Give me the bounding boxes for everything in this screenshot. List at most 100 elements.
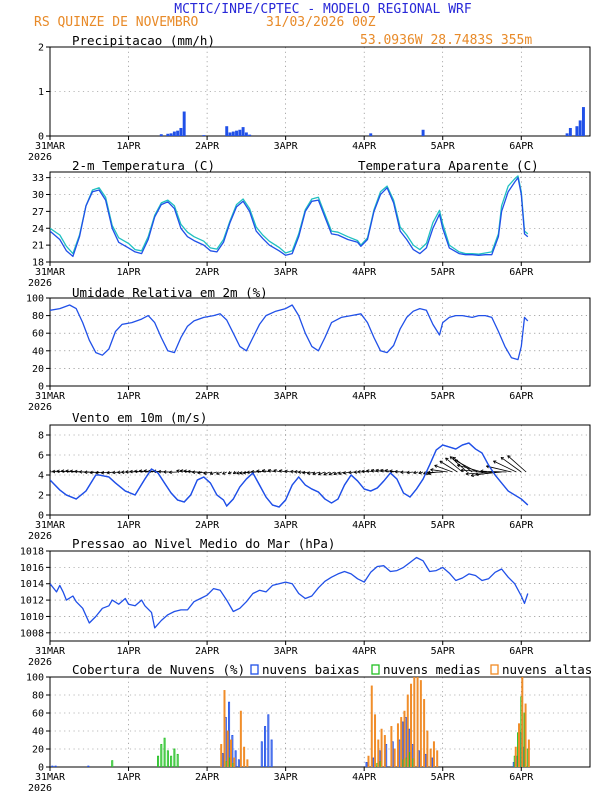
cloud-bar-high xyxy=(432,741,435,767)
wind-vector-head xyxy=(338,471,342,475)
temp-ytick-label: 18 xyxy=(32,258,44,269)
wind-ytick-label: 8 xyxy=(38,431,44,442)
wind-vector-head xyxy=(197,470,201,475)
rh-ytick-label: 0 xyxy=(38,382,44,393)
wind-vector xyxy=(328,471,335,476)
cloud-bar-high xyxy=(246,759,249,767)
cloud-bar-high xyxy=(226,730,229,767)
clouds-year-label: 2026 xyxy=(28,783,52,792)
wind-vector xyxy=(493,460,517,473)
rh-xtick-label: 31MAR xyxy=(35,391,66,402)
temp-panel: 18 21 24 27 30 33 31MAR 1APR 2APR 3APR 4APR 5APR 6AP… xyxy=(28,171,591,289)
wind-vector xyxy=(427,471,443,473)
cloud-bar-high xyxy=(524,703,527,767)
wind-vector-head xyxy=(333,471,337,476)
wind-vector xyxy=(89,471,100,474)
wind-vector xyxy=(318,471,326,475)
wind-vector-head xyxy=(449,456,454,460)
precip-bar xyxy=(169,133,173,136)
mslp-panel: 1008 1010 1012 1014 1016 1018 31MAR 1APR 2APR 3AP… xyxy=(20,547,591,668)
precip-bar xyxy=(581,107,585,136)
wind-vector-head xyxy=(384,469,388,473)
precip-bar xyxy=(578,120,582,136)
wind-ytick-label: 2 xyxy=(38,491,44,502)
wind-vector-head xyxy=(353,470,357,474)
precip-xtick-label: 4APR xyxy=(352,141,377,152)
cloud-bar-high xyxy=(518,723,521,767)
wind-vector-head xyxy=(222,471,226,475)
precip-bar xyxy=(225,126,229,136)
wind-vector-head xyxy=(445,457,449,461)
wind-vector-head xyxy=(297,470,302,474)
clouds-xtick-label: 6APR xyxy=(509,772,534,783)
clouds-panel: 0 20 40 60 80 100 31MAR 1APR 2APR 3APR 4APR 5APR 6AP… xyxy=(26,673,591,792)
wind-vector xyxy=(445,457,463,473)
cloud-bar-high xyxy=(410,683,413,767)
wind-vector-head xyxy=(434,464,438,468)
wind-vector-head xyxy=(302,470,306,475)
wind-vector-head xyxy=(192,470,196,474)
wind-vector-head xyxy=(106,470,110,475)
wind-vector-head xyxy=(227,470,232,475)
wind-vector-head xyxy=(323,472,327,476)
cloud-bar-low xyxy=(267,714,270,767)
precip-bar xyxy=(369,133,373,136)
wind-vector-head xyxy=(267,468,271,473)
rh-ytick-label: 60 xyxy=(32,329,44,340)
wind-vector-head xyxy=(460,468,464,473)
temp-ytick-label: 21 xyxy=(32,241,44,252)
mslp-data xyxy=(50,556,529,629)
wind-vector-head xyxy=(294,470,298,474)
clouds-xtick-label: 5APR xyxy=(431,772,456,783)
cloud-bar-high xyxy=(403,710,406,767)
wind-vector xyxy=(500,457,522,473)
wind-vector-head xyxy=(318,472,322,476)
wind-vector-head xyxy=(394,469,398,474)
precip-bar xyxy=(172,131,176,136)
clouds-ytick-label: 100 xyxy=(26,673,44,684)
wind-title: Vento em 10m (m/s) xyxy=(72,410,207,425)
wind-vector-head xyxy=(273,469,277,473)
precip-bar xyxy=(241,127,245,136)
cloud-bar-high xyxy=(220,744,223,767)
wind-vector-head xyxy=(50,470,51,474)
wind-vector-head xyxy=(79,470,83,474)
wind-vector xyxy=(343,471,350,474)
clouds-xtick-label: 31MAR xyxy=(35,772,66,783)
temp-xtick-label: 4APR xyxy=(352,267,377,278)
wind-vector-head xyxy=(380,468,384,473)
cloud-bar-high xyxy=(527,739,530,767)
wind-vector-head xyxy=(89,470,93,475)
wind-speed-line xyxy=(50,442,529,508)
precip-bar xyxy=(565,133,569,136)
wind-vector-head xyxy=(69,469,73,474)
wind-vector xyxy=(279,470,286,473)
wind-vector xyxy=(465,471,492,475)
cloud-bar-high xyxy=(370,685,373,767)
wind-vector-head xyxy=(500,456,505,461)
run-datetime: 31/03/2026 00Z xyxy=(266,15,376,30)
wind-vector xyxy=(384,469,394,473)
cloud-bar-high xyxy=(233,757,236,767)
rh-xtick-label: 3APR xyxy=(274,391,299,402)
wind-vector-head xyxy=(400,470,404,474)
rh-xtick-label: 5APR xyxy=(431,391,456,402)
wind-vector-head xyxy=(242,470,247,475)
precip-bar xyxy=(159,134,163,136)
clouds-title: Cobertura de Nuvens (%) xyxy=(72,662,245,677)
mslp-xtick-label: 1APR xyxy=(116,646,141,657)
wind-vector-head xyxy=(183,469,187,473)
wind-vector xyxy=(284,470,291,473)
wind-vector-head xyxy=(290,469,294,474)
cloud-bar-high xyxy=(423,699,426,767)
cloud-bar-high xyxy=(230,739,233,767)
wind-vector-head xyxy=(95,470,99,475)
wind-vector-head xyxy=(418,470,422,475)
wind-vector-head xyxy=(256,469,260,473)
precip-ytick-label: 1 xyxy=(38,87,44,98)
cloud-bar-low xyxy=(237,759,240,767)
mslp-xtick-label: 5APR xyxy=(431,646,456,657)
wind-vector xyxy=(203,471,213,475)
high-clouds-legend-swatch xyxy=(490,664,499,675)
